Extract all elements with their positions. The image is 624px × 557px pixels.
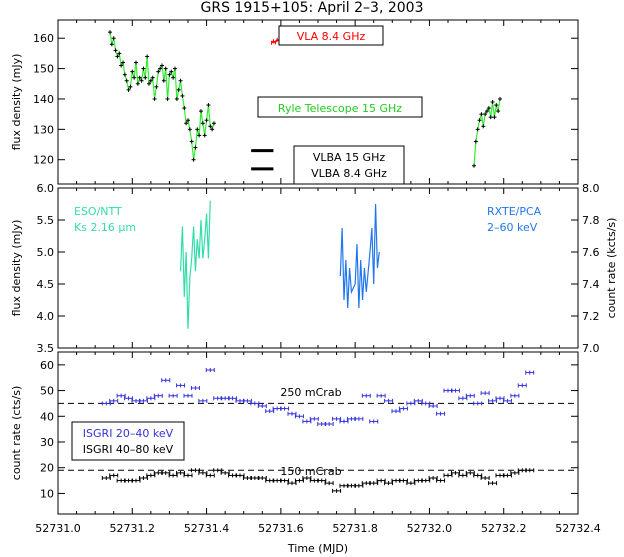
vlba84-label: VLBA 8.4 GHz bbox=[311, 167, 387, 180]
ryle-label: Ryle Telescope 15 GHz bbox=[278, 102, 402, 115]
ir-y-ticks: 3.5 4.0 4.5 5.0 5.5 6.0 bbox=[37, 182, 65, 355]
x-axis-label: Time (MJD) bbox=[287, 542, 348, 555]
ir-x-ticks bbox=[57, 188, 579, 348]
x-axis-tick-labels: 52731.0 52731.2 52731.4 52731.6 52731.8 52732… bbox=[35, 522, 601, 535]
x-tick-label: 52732.4 bbox=[555, 522, 601, 535]
isgri-legend-box bbox=[71, 421, 185, 461]
isgri-high-label: ISGRI 40–80 keV bbox=[83, 443, 174, 456]
eso-label-line1: ESO/NTT bbox=[74, 205, 122, 218]
y-tick-label: 140 bbox=[33, 93, 54, 106]
x-tick-label: 52731.4 bbox=[184, 522, 230, 535]
y-tick-label: 150 bbox=[33, 63, 54, 76]
y-right-tick-label: 7.8 bbox=[582, 214, 600, 227]
y-tick-label: 4.5 bbox=[37, 278, 55, 291]
y-tick-label: 4.0 bbox=[37, 310, 55, 323]
figure-title: GRS 1915+105: April 2–3, 2003 bbox=[201, 0, 424, 16]
ir-xray-panel: 3.5 4.0 4.5 5.0 5.5 6.0 7.0 7.2 7.4 7.6 7.8 8.0 fl… bbox=[10, 182, 618, 355]
y-right-tick-label: 7.0 bbox=[582, 342, 600, 355]
eso-label-line2: Ks 2.16 μm bbox=[74, 221, 136, 234]
ir-y-label: flux density (mJy) bbox=[10, 220, 23, 317]
rxte-series-line bbox=[339, 203, 380, 309]
x-tick-label: 52731.8 bbox=[332, 522, 378, 535]
y-tick-label: 30 bbox=[40, 436, 54, 449]
integral-y-ticks: 10 20 30 40 50 60 bbox=[40, 359, 578, 500]
y-right-tick-label: 8.0 bbox=[582, 182, 600, 195]
x-tick-label: 52731.6 bbox=[258, 522, 304, 535]
radio-y-label: flux density (mJy) bbox=[10, 54, 23, 151]
y-tick-label: 60 bbox=[40, 359, 54, 372]
radio-x-ticks bbox=[57, 20, 579, 184]
ref-150-label: 150 mCrab bbox=[280, 465, 341, 478]
integral-x-ticks bbox=[57, 352, 579, 514]
radio-y-ticks: 120 130 140 150 160 bbox=[33, 32, 578, 167]
integral-panel: 10 20 30 40 50 60 count rate (cts/s) 250 mCra… bbox=[10, 351, 579, 515]
y-tick-label: 5.5 bbox=[37, 214, 55, 227]
y-tick-label: 3.5 bbox=[37, 342, 55, 355]
ref-250-label: 250 mCrab bbox=[280, 386, 341, 399]
integral-y-label: count rate (cts/s) bbox=[10, 386, 23, 480]
eso-series-line bbox=[179, 200, 211, 329]
vlba-label-box bbox=[293, 145, 405, 185]
isgri-low-label: ISGRI 20–40 keV bbox=[83, 427, 174, 440]
ir-plot-area bbox=[179, 200, 380, 329]
y-tick-label: 6.0 bbox=[37, 182, 55, 195]
xray-y-ticks: 7.0 7.2 7.4 7.6 7.8 8.0 bbox=[571, 182, 600, 355]
y-tick-label: 50 bbox=[40, 385, 54, 398]
radio-panel: 120 130 140 150 160 flux density (mJy) VLA 8… bbox=[10, 19, 579, 185]
y-tick-label: 130 bbox=[33, 123, 54, 136]
ryle-series-line bbox=[109, 32, 215, 160]
y-tick-label: 20 bbox=[40, 462, 54, 475]
vlba15-label: VLBA 15 GHz bbox=[313, 151, 386, 164]
ryle-label-box bbox=[257, 96, 423, 118]
y-tick-label: 10 bbox=[40, 487, 54, 500]
vla-label: VLA 8.4 GHz bbox=[297, 30, 366, 43]
xray-y-label: count rate (kcts/s) bbox=[605, 218, 618, 319]
x-tick-label: 52731.2 bbox=[110, 522, 156, 535]
y-tick-label: 160 bbox=[33, 32, 54, 45]
y-right-tick-label: 7.4 bbox=[582, 278, 600, 291]
integral-plot-area bbox=[58, 368, 578, 493]
y-right-tick-label: 7.6 bbox=[582, 246, 600, 259]
y-tick-label: 120 bbox=[33, 154, 54, 167]
x-tick-label: 52731.0 bbox=[35, 522, 81, 535]
y-tick-label: 40 bbox=[40, 410, 54, 423]
rxte-label-line2: 2–60 keV bbox=[487, 221, 538, 234]
x-tick-label: 52732.0 bbox=[407, 522, 453, 535]
rxte-label-line1: RXTE/PCA bbox=[487, 205, 542, 218]
y-right-tick-label: 7.2 bbox=[582, 310, 600, 323]
ryle-series-line bbox=[473, 98, 501, 166]
vla-label-box bbox=[278, 25, 384, 46]
y-tick-label: 5.0 bbox=[37, 246, 55, 259]
x-tick-label: 52732.2 bbox=[481, 522, 527, 535]
